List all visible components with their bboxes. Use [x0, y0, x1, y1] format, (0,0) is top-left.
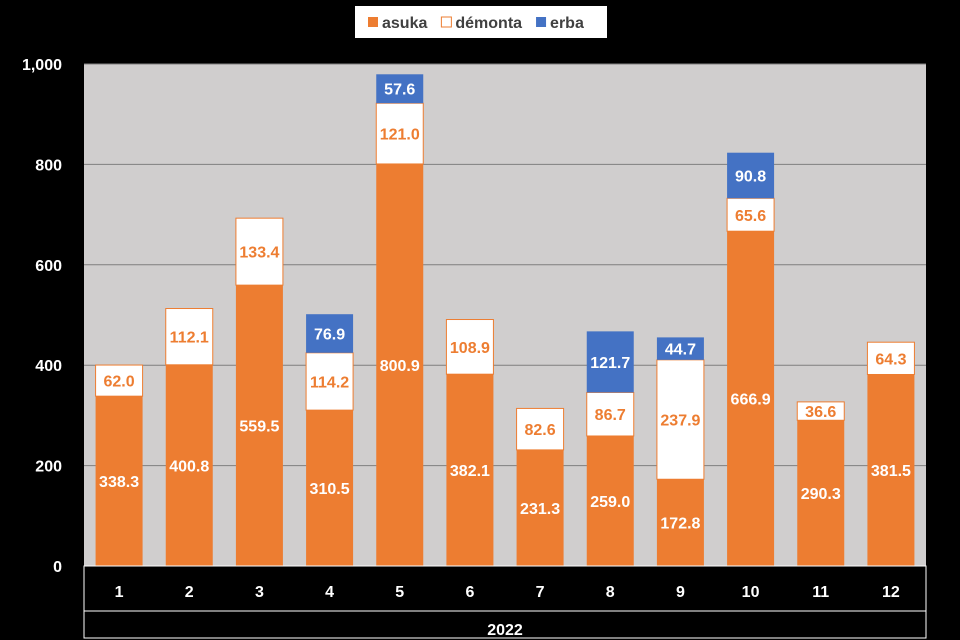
legend-swatch-asuka — [368, 17, 378, 27]
bar-démonta-4 — [305, 352, 354, 411]
y-tick-label: 400 — [35, 358, 62, 375]
bars — [95, 74, 915, 567]
bar-asuka-5 — [376, 163, 424, 567]
x-tick-label: 10 — [742, 584, 760, 601]
data-label-démonta-11: 36.6 — [805, 404, 836, 421]
bar-démonta-1 — [95, 364, 144, 397]
data-label-erba-9: 44.7 — [665, 342, 696, 359]
plot-area — [84, 64, 926, 566]
group-label: 2022 — [487, 622, 523, 639]
data-label-asuka-10: 666.9 — [731, 392, 771, 409]
data-label-asuka-6: 382.1 — [450, 463, 490, 480]
data-label-asuka-1: 338.3 — [99, 474, 139, 491]
data-label-asuka-11: 290.3 — [801, 486, 841, 503]
bar-démonta-12 — [866, 341, 915, 375]
bar-asuka-4 — [306, 410, 354, 566]
legend-label-démonta: démonta — [455, 15, 522, 32]
bar-erba-5 — [376, 74, 424, 104]
x-tick-label: 1 — [115, 584, 124, 601]
data-label-démonta-4: 114.2 — [310, 374, 349, 391]
bar-asuka-3 — [235, 285, 283, 566]
bar-erba-10 — [727, 152, 775, 199]
bar-asuka-2 — [165, 364, 213, 566]
data-label-asuka-5: 800.9 — [380, 358, 420, 375]
bar-asuka-6 — [446, 374, 494, 566]
bar-démonta-5 — [375, 102, 424, 165]
x-axis-ticks: 1 2 3 4 5 6 7 8 9 10 11 12 — [115, 584, 900, 601]
bar-asuka-12 — [867, 374, 915, 566]
y-tick-label: 1,000 — [22, 57, 62, 74]
data-label-démonta-2: 112.1 — [170, 330, 209, 347]
y-tick-label: 0 — [53, 559, 62, 576]
data-label-démonta-3: 133.4 — [239, 245, 279, 262]
x-tick-label: 5 — [395, 584, 404, 601]
data-label-asuka-12: 381.5 — [871, 463, 911, 480]
data-label-asuka-3: 559.5 — [239, 419, 279, 436]
x-tick-label: 6 — [465, 584, 474, 601]
data-label-erba-4: 76.9 — [314, 326, 345, 343]
y-tick-label: 200 — [35, 459, 62, 476]
gridlines — [84, 63, 926, 467]
x-tick-label: 3 — [255, 584, 264, 601]
bar-asuka-9 — [656, 479, 704, 566]
x-tick-label: 7 — [536, 584, 545, 601]
data-labels: 338.3 62.0 400.8 112.1 559.5 133.4 310.5 114.2 7… — [99, 82, 911, 533]
bar-démonta-8 — [586, 391, 635, 437]
bar-démonta-6 — [445, 319, 494, 375]
data-label-démonta-9: 237.9 — [660, 413, 700, 430]
x-tick-label: 8 — [606, 584, 615, 601]
bar-démonta-3 — [235, 217, 284, 286]
y-tick-label: 600 — [35, 258, 62, 275]
data-label-démonta-8: 86.7 — [595, 407, 626, 424]
x-axis-box — [83, 565, 927, 639]
legend-box — [355, 6, 607, 38]
bar-asuka-7 — [516, 449, 564, 566]
x-axis-frame: 2022 — [83, 565, 927, 639]
x-tick-label: 9 — [676, 584, 685, 601]
data-label-erba-10: 90.8 — [735, 168, 766, 185]
y-tick-label: 800 — [35, 157, 62, 174]
bar-asuka-10 — [727, 231, 775, 567]
legend-swatch-erba — [536, 17, 547, 27]
y-axis-ticks: 0 200 400 600 800 1,000 — [22, 57, 62, 576]
data-label-démonta-10: 65.6 — [735, 208, 766, 225]
data-label-asuka-8: 259.0 — [590, 494, 630, 511]
bar-démonta-7 — [516, 407, 565, 451]
data-label-démonta-7: 82.6 — [525, 422, 556, 439]
x-tick-label: 12 — [882, 584, 900, 601]
data-label-démonta-6: 108.9 — [450, 340, 490, 357]
data-label-démonta-12: 64.3 — [875, 351, 906, 368]
data-label-asuka-4: 310.5 — [310, 481, 350, 498]
legend-swatch-démonta — [440, 16, 452, 28]
x-tick-label: 11 — [812, 584, 829, 601]
bar-démonta-9 — [656, 359, 705, 480]
x-tick-label: 2 — [185, 584, 194, 601]
data-label-asuka-2: 400.8 — [169, 458, 209, 475]
bar-démonta-10 — [726, 197, 775, 232]
bar-asuka-1 — [95, 396, 143, 566]
bar-démonta-2 — [165, 308, 214, 366]
bar-erba-9 — [656, 337, 704, 360]
bar-asuka-8 — [586, 435, 634, 566]
data-label-démonta-1: 62.0 — [104, 374, 135, 391]
data-label-asuka-7: 231.3 — [520, 501, 560, 518]
bar-asuka-11 — [797, 420, 845, 566]
legend-label-asuka: asuka — [382, 15, 427, 32]
data-label-erba-8: 121.7 — [590, 355, 630, 372]
bar-erba-4 — [306, 314, 354, 353]
data-label-asuka-9: 172.8 — [660, 516, 700, 533]
x-tick-label: 4 — [325, 584, 334, 601]
legend: asuka démonta erba — [355, 6, 607, 38]
legend-label-erba: erba — [550, 15, 584, 32]
bar-démonta-11 — [796, 401, 845, 421]
data-label-démonta-5: 121.0 — [380, 127, 420, 144]
data-label-erba-5: 57.6 — [384, 82, 415, 99]
bar-erba-8 — [586, 331, 634, 393]
